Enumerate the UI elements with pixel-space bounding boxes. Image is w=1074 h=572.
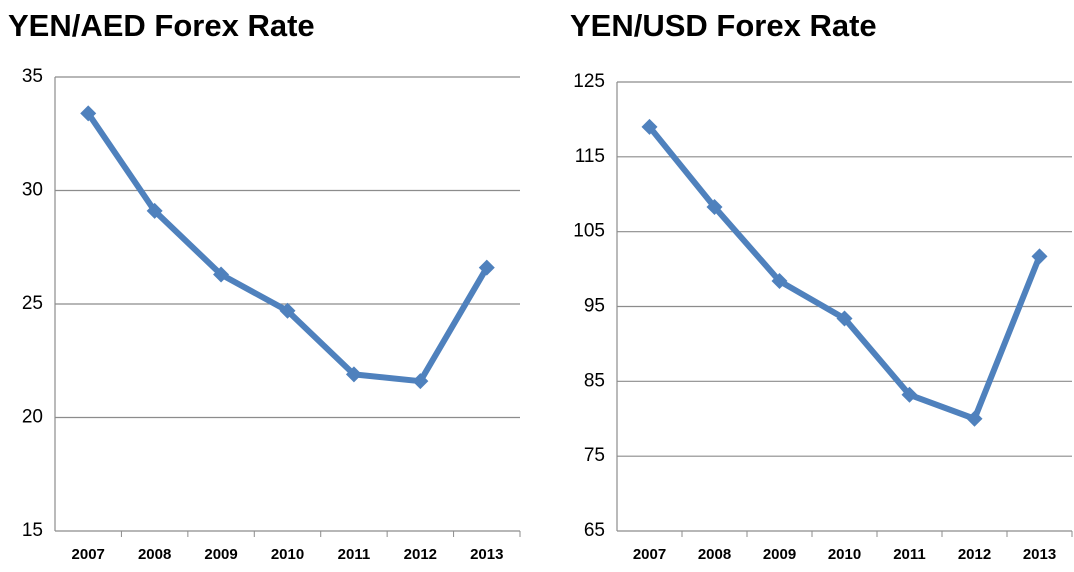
chart-title: YEN/AED Forex Rate xyxy=(8,8,315,43)
marker xyxy=(213,266,230,283)
x-tick-label: 2011 xyxy=(893,546,926,563)
y-tick-label: 35 xyxy=(22,66,43,87)
marker xyxy=(478,259,495,276)
chart-title: YEN/USD Forex Rate xyxy=(570,8,877,43)
marker xyxy=(966,410,983,427)
y-tick-label: 15 xyxy=(22,520,43,541)
x-tick-label: 2011 xyxy=(338,546,371,563)
y-tick-label: 85 xyxy=(584,370,605,391)
y-tick-label: 75 xyxy=(584,445,605,466)
line xyxy=(647,125,1043,422)
y-tick-label: 125 xyxy=(573,71,605,92)
x-tick-label: 2007 xyxy=(72,546,105,563)
x-tick-label: 2008 xyxy=(698,546,731,563)
x-tick-label: 2008 xyxy=(138,546,171,563)
y-tick-label: 115 xyxy=(575,146,605,167)
x-tick-label: 2009 xyxy=(763,546,796,563)
marker xyxy=(706,198,723,215)
marker xyxy=(1031,248,1048,265)
marker xyxy=(836,310,853,327)
marker xyxy=(345,366,362,383)
line xyxy=(85,111,490,385)
y-tick-label: 30 xyxy=(22,180,43,201)
marker xyxy=(412,373,429,390)
x-tick-label: 2007 xyxy=(633,546,666,563)
y-tick-label: 95 xyxy=(584,296,605,317)
y-tick-label: 65 xyxy=(584,520,605,541)
x-tick-label: 2009 xyxy=(204,546,237,563)
marker xyxy=(901,386,918,403)
marker xyxy=(146,202,163,219)
y-tick-label: 25 xyxy=(22,293,43,314)
x-tick-label: 2010 xyxy=(271,546,304,563)
x-tick-label: 2012 xyxy=(404,546,437,563)
x-tick-label: 2013 xyxy=(470,546,503,563)
y-tick-label: 20 xyxy=(22,407,43,428)
marker xyxy=(279,302,296,319)
marker xyxy=(641,118,658,135)
x-tick-label: 2013 xyxy=(1023,546,1056,563)
marker xyxy=(80,105,97,122)
x-tick-label: 2010 xyxy=(828,546,861,563)
marker xyxy=(771,273,788,290)
x-tick-label: 2012 xyxy=(958,546,991,563)
y-tick-label: 105 xyxy=(573,221,605,242)
